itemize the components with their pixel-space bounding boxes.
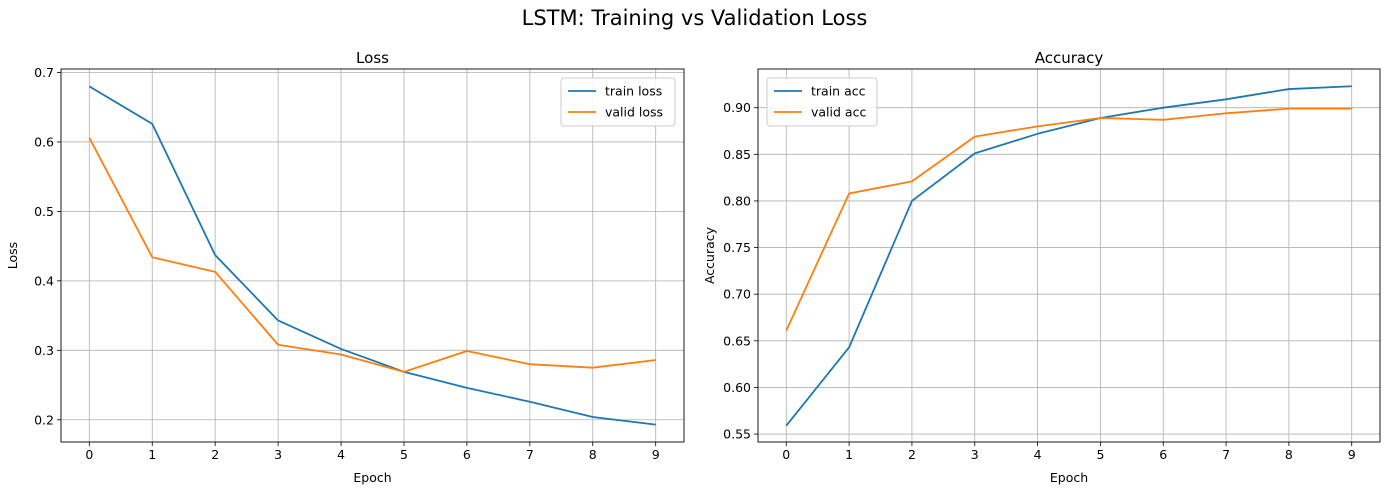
y-tick-label: 0.55 [723, 427, 751, 442]
y-axis-label: Loss [5, 242, 20, 269]
legend-box [766, 77, 878, 127]
x-tick-label: 6 [463, 447, 471, 462]
legend: train acc valid acc [766, 77, 878, 127]
x-tick-label: 8 [589, 447, 597, 462]
x-tick-label: 4 [1034, 447, 1042, 462]
x-tick-label: 9 [652, 447, 660, 462]
figure-title: LSTM: Training vs Validation Loss [521, 6, 868, 30]
x-axis-label: Epoch [1050, 470, 1088, 485]
legend-label: valid acc [811, 105, 866, 120]
chart-title: Loss [356, 49, 389, 67]
x-tick-label: 4 [337, 447, 345, 462]
x-tick-label: 2 [908, 447, 916, 462]
series-line-valid-acc [785, 107, 1352, 331]
x-tick-label: 1 [148, 447, 156, 462]
legend-label: valid loss [605, 105, 663, 120]
y-tick-label: 0.65 [723, 333, 751, 348]
x-tick-label: 1 [845, 447, 853, 462]
legend: train loss valid loss [560, 77, 676, 127]
chart-loss: 0 1 2 3 4 5 6 7 8 9 0.2 0.3 0.4 0.5 0.6 0.7 Loss Epoch Los… [5, 49, 685, 485]
y-tick-label: 0.3 [34, 343, 54, 358]
y-axis-label: Accuracy [702, 226, 717, 284]
legend-label: train acc [811, 84, 866, 99]
x-tick-label: 3 [971, 447, 979, 462]
y-tick-label: 0.75 [723, 240, 751, 255]
series-line-train-acc [785, 85, 1352, 427]
x-tick-label: 8 [1285, 447, 1293, 462]
x-axis-label: Epoch [353, 470, 391, 485]
x-tick-label: 2 [211, 447, 219, 462]
y-tick-label: 0.70 [723, 287, 751, 302]
x-tick-label: 9 [1348, 447, 1356, 462]
axes-frame [60, 68, 685, 443]
y-tick-label: 0.60 [723, 380, 751, 395]
y-tick-label: 0.4 [34, 273, 54, 288]
y-tick-label: 0.7 [34, 65, 54, 80]
x-tick-label: 3 [274, 447, 282, 462]
x-tick-label: 7 [1222, 447, 1230, 462]
y-tick-label: 0.6 [34, 134, 54, 149]
axes-frame [757, 68, 1381, 443]
legend-label: train loss [605, 84, 662, 99]
chart-title: Accuracy [1035, 49, 1104, 67]
x-tick-label: 6 [1159, 447, 1167, 462]
chart-accuracy: 0 1 2 3 4 5 6 7 8 9 0.55 0.60 0.65 0.70 0.75 0.80 0.85 0.… [702, 49, 1381, 485]
x-tick-label: 5 [400, 447, 408, 462]
y-tick-label: 0.80 [723, 193, 751, 208]
y-tick-label: 0.90 [723, 100, 751, 115]
series-line-valid-loss [88, 137, 656, 373]
x-tick-label: 5 [1096, 447, 1104, 462]
legend-box [560, 77, 676, 127]
series-line-train-loss [88, 85, 656, 426]
x-tick-label: 7 [526, 447, 534, 462]
y-tick-label: 0.85 [723, 147, 751, 162]
x-tick-label: 0 [85, 447, 93, 462]
y-tick-label: 0.2 [34, 412, 54, 427]
x-tick-label: 0 [782, 447, 790, 462]
y-tick-label: 0.5 [34, 204, 54, 219]
